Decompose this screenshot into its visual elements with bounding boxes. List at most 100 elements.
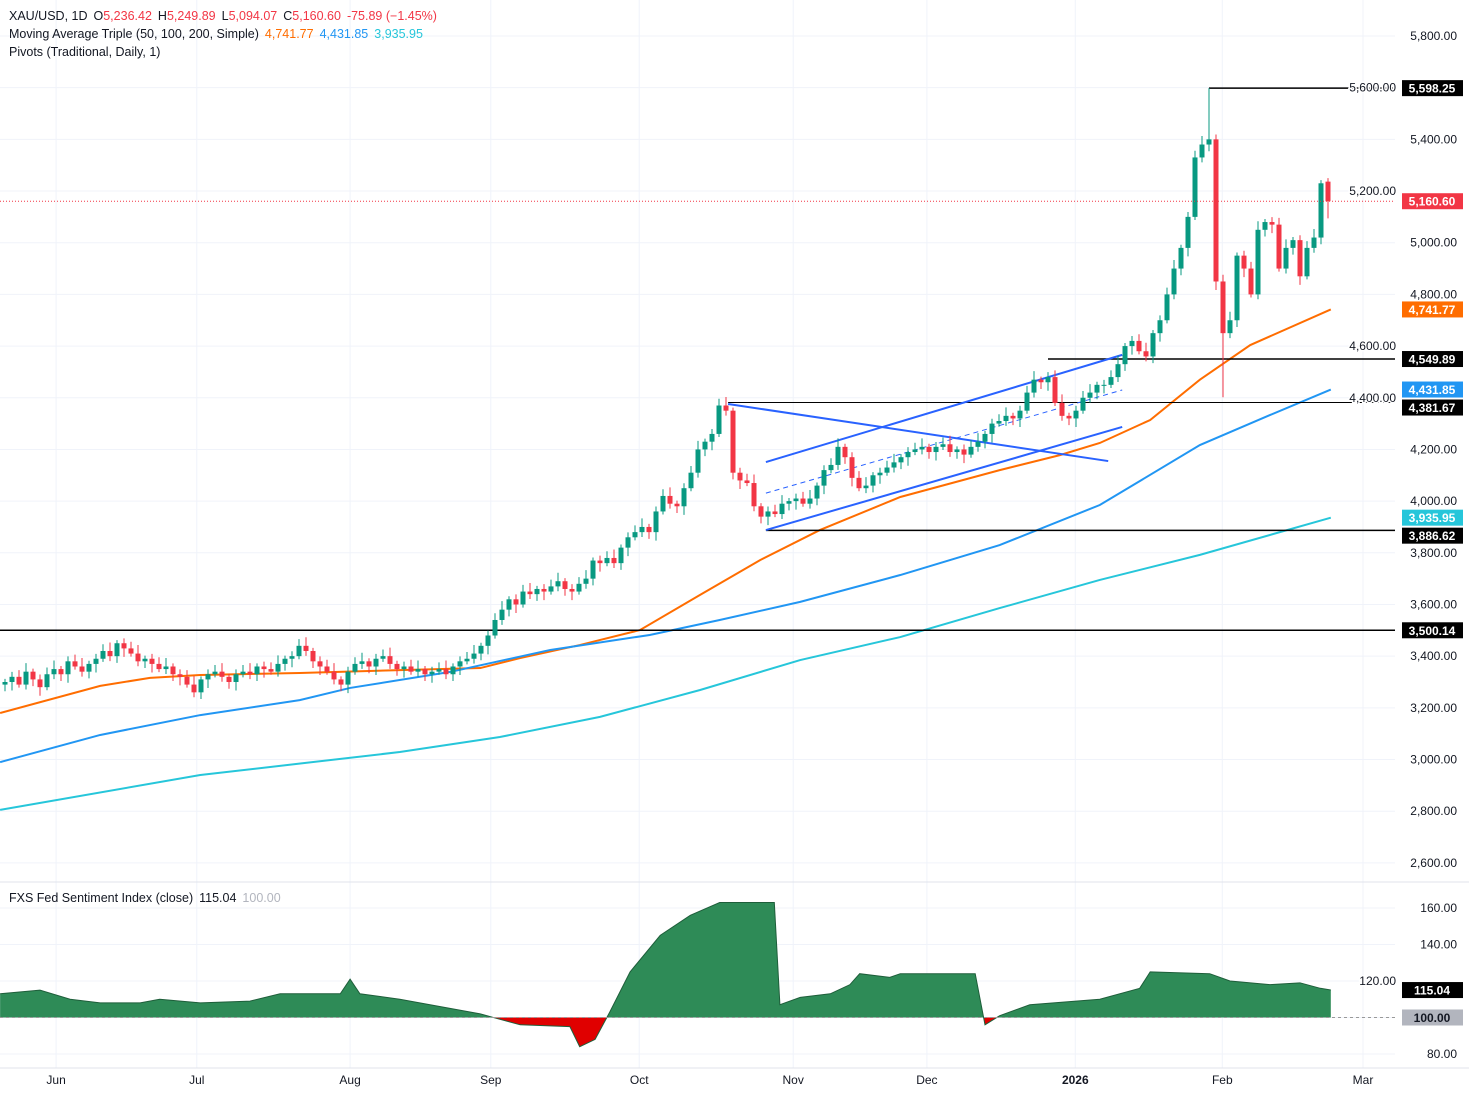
trendline — [727, 402, 1109, 463]
candle-body — [863, 485, 869, 489]
candle-body — [254, 666, 260, 675]
price-tick-label: 2,600.00 — [1410, 856, 1457, 870]
candle-body — [506, 599, 512, 610]
candle-body — [366, 661, 372, 667]
pivot-label: 4,381.67 — [1409, 401, 1456, 415]
candle-body — [548, 586, 554, 592]
candle-body — [954, 449, 960, 453]
indicator-tick-label: 140.00 — [1420, 938, 1457, 952]
candle-body — [415, 669, 421, 672]
candle-body — [870, 475, 876, 486]
candle-body — [1122, 346, 1128, 365]
trendline — [765, 353, 1123, 464]
price-tick-label: 4,400.00 — [1349, 391, 1396, 405]
candle-body — [86, 663, 92, 672]
pivot-badge — [1402, 527, 1463, 544]
candle-body — [1276, 224, 1282, 269]
candle-body — [632, 532, 638, 538]
pivot-badge — [1402, 80, 1463, 97]
candle-body — [576, 583, 582, 592]
candle-body — [758, 506, 764, 517]
candle-body — [268, 669, 274, 672]
candle-body — [37, 679, 43, 688]
candle-body — [1108, 377, 1114, 385]
candle-body — [107, 650, 113, 657]
candle-body — [149, 658, 155, 664]
candle-body — [310, 650, 316, 662]
candle-body — [100, 650, 106, 659]
candle-body — [597, 560, 603, 564]
price-tick-label: 3,600.00 — [1410, 597, 1457, 611]
candle-body — [933, 446, 939, 453]
candle-body — [65, 661, 71, 675]
candle-body — [1199, 144, 1205, 158]
candle-body — [1269, 222, 1275, 225]
candle-body — [135, 653, 141, 662]
price-tick-label: 5,600.00 — [1349, 81, 1396, 95]
pivots-legend: Pivots (Traditional, Daily, 1) — [9, 45, 166, 59]
candle-body — [324, 666, 330, 672]
indicator-last-label: 115.04 — [1414, 984, 1450, 998]
candle-body — [625, 537, 631, 548]
time-tick-label: Nov — [783, 1073, 804, 1087]
candle-body — [751, 483, 757, 507]
price-tick-label: 5,200.00 — [1349, 184, 1396, 198]
candle-body — [982, 433, 988, 442]
candle-body — [345, 671, 351, 685]
candle-body — [1255, 229, 1261, 295]
price-tick-label: 5,400.00 — [1410, 132, 1457, 146]
candle-body — [793, 498, 799, 502]
ma-100-line — [0, 388, 1332, 764]
price-badge — [1402, 509, 1463, 526]
candle-body — [520, 591, 526, 605]
candle-body — [289, 656, 295, 659]
candle-body — [1290, 240, 1296, 248]
price-tick-label: 3,400.00 — [1410, 649, 1457, 663]
candle-body — [1304, 247, 1310, 277]
ma200-value: 3,935.95 — [374, 27, 423, 41]
price-tick-label: 4,200.00 — [1410, 442, 1457, 456]
candle-body — [786, 501, 792, 504]
candle-body — [338, 679, 344, 685]
time-tick-label: Feb — [1212, 1073, 1233, 1087]
low-value: 5,094.07 — [228, 9, 278, 23]
candle-body — [681, 488, 687, 507]
price-badge — [1402, 301, 1463, 318]
candle-body — [800, 498, 806, 504]
candle-body — [1038, 379, 1044, 383]
candle-body — [9, 676, 15, 682]
candle-body — [1066, 415, 1072, 419]
candle-body — [436, 669, 442, 672]
candle-body — [233, 674, 239, 682]
candle-body — [660, 495, 666, 512]
candle-body — [1164, 294, 1170, 321]
candle-body — [667, 495, 673, 504]
pivot-label: 3,886.62 — [1409, 529, 1456, 543]
candle-body — [1185, 216, 1191, 248]
candle-body — [1325, 181, 1331, 202]
candle-body — [1171, 268, 1177, 295]
candle-body — [1248, 268, 1254, 295]
candle-body — [947, 444, 953, 453]
candle-body — [513, 599, 519, 605]
candle-body — [1192, 157, 1198, 217]
close-label: C — [283, 9, 293, 23]
candle-body — [1003, 415, 1009, 422]
candle-body — [856, 477, 862, 489]
candle-body — [912, 449, 918, 453]
candle-body — [114, 643, 120, 657]
candle-body — [569, 588, 575, 592]
candle-body — [23, 671, 29, 685]
candle-body — [226, 676, 232, 682]
candle-body — [198, 679, 204, 693]
candle-body — [1080, 397, 1086, 411]
candle-body — [163, 666, 169, 670]
candle-body — [807, 498, 813, 504]
candle-body — [1129, 340, 1135, 347]
candle-body — [1283, 247, 1289, 269]
pivot-badge — [1402, 622, 1463, 639]
candle-body — [1073, 410, 1079, 419]
candle-body — [282, 658, 288, 664]
price-label: 3,935.95 — [1409, 511, 1456, 525]
